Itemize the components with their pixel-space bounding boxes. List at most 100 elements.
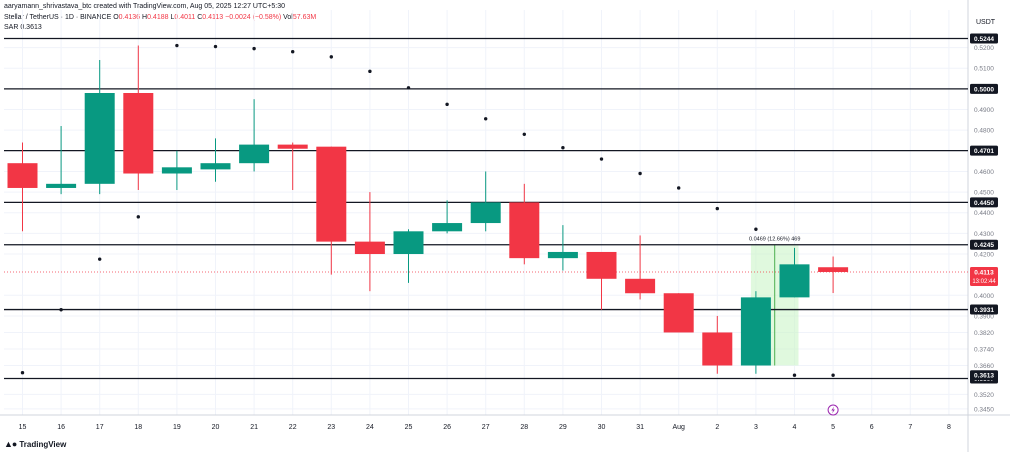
price-tick-label: 0.3450	[974, 406, 994, 413]
lightning-icon-glyph	[831, 406, 835, 414]
candle-bearish	[663, 293, 694, 333]
change-value: −0.0024 (−0.58%)	[225, 14, 282, 21]
sar-dot	[638, 171, 642, 176]
sar-dot	[368, 69, 372, 74]
price-unit-label[interactable]: USDT	[976, 19, 996, 26]
sar-dot	[522, 132, 526, 136]
sar-dot	[599, 157, 604, 161]
time-tick-label: 4	[793, 424, 797, 431]
open-value: 0.4136	[118, 14, 141, 21]
level-price-tag-bg	[970, 33, 998, 44]
sar-dot	[59, 308, 63, 312]
time-tick-label: 27	[482, 424, 490, 431]
price-tick-label: 0.3660	[974, 363, 994, 370]
level-price-tag: 0.4245	[974, 242, 994, 249]
price-tick-label: 0.4500	[974, 190, 994, 197]
price-tick-label: 0.3820	[974, 330, 994, 337]
candle-bearish	[316, 146, 347, 242]
candle-bullish	[740, 297, 771, 366]
volume-label: Vol	[283, 14, 293, 21]
low-value: 0.4011	[174, 14, 196, 21]
candle-bearish	[702, 332, 733, 366]
level-price-tag: 0.4701	[974, 148, 994, 155]
candle-bullish	[779, 264, 810, 298]
time-tick-label: Aug	[672, 424, 685, 431]
sar-dot	[136, 215, 140, 219]
volume-value: 57.63M	[292, 14, 317, 21]
current-price-tag-bg	[970, 266, 998, 286]
candle-bullish	[393, 231, 424, 255]
symbol-ohlc-line: Stellar / TetherUS · 1D · BINANCE O0.413…	[4, 14, 316, 21]
price-tick-label: 0.4900	[974, 107, 994, 114]
sar-price-tag: 0.3613	[974, 373, 994, 380]
sar-dot	[213, 44, 218, 49]
level-price-tag: 0.5244	[974, 36, 994, 43]
time-tick-label: 26	[443, 424, 451, 431]
level-price-tag-bg	[970, 145, 998, 156]
tradingview-logo[interactable]: ▲● TradingView	[4, 439, 66, 449]
candle-bullish	[161, 167, 192, 174]
sar-price-tag-bg	[970, 370, 998, 381]
high-value: 0.4188	[147, 14, 169, 21]
time-tick-label: 7	[908, 424, 912, 431]
sar-dot	[792, 373, 797, 377]
candle-bullish	[432, 223, 463, 232]
sar-dot	[715, 206, 719, 211]
open-label: O	[113, 14, 119, 21]
level-price-tag: 0.3931	[974, 307, 994, 314]
time-tick-label: 23	[327, 424, 335, 431]
level-price-tag: 0.5000	[974, 86, 994, 93]
sar-dot	[252, 46, 256, 51]
price-tick-label: 0.5100	[974, 66, 994, 73]
candle-bullish	[470, 202, 501, 224]
tradingview-logo-text: TradingView	[19, 439, 67, 449]
sar-dot	[754, 227, 758, 231]
low-label: L	[170, 14, 175, 21]
time-tick-label: 18	[134, 424, 142, 431]
candle-bearish	[625, 278, 656, 294]
time-tick-label: 21	[250, 424, 258, 431]
level-price-tag-bg	[970, 239, 998, 250]
sar-dot	[98, 257, 102, 261]
high-label: H	[142, 14, 148, 21]
candle-bearish	[277, 144, 308, 149]
price-tick-label: 0.3900	[974, 313, 994, 320]
symbol-name[interactable]: Stellar / TetherUS · 1D · BINANCE	[4, 14, 112, 21]
candle-bearish	[586, 251, 617, 279]
tradingview-logo-icon: ▲●	[4, 439, 17, 449]
level-price-tag-bg	[970, 197, 998, 208]
candle-bearish	[354, 241, 385, 255]
candle-bullish	[547, 251, 578, 259]
candle-bullish	[239, 144, 270, 164]
time-tick-label: 29	[559, 424, 567, 431]
price-tick-label: 0.5200	[974, 45, 994, 52]
time-tick-label: 30	[598, 424, 606, 431]
price-tick-label: 0.4000	[974, 293, 994, 300]
sar-dot	[561, 146, 565, 150]
time-tick-label: 15	[19, 424, 27, 431]
time-tick-label: 3	[754, 424, 758, 431]
time-tick-label: 31	[636, 424, 644, 431]
sar-dot	[329, 55, 333, 59]
price-tick-label: 0.4200	[974, 252, 994, 259]
measure-range-label: 0.0469 (12.66%) 469	[749, 237, 800, 243]
current-price-tag: 0.4113	[974, 269, 994, 276]
sar-dot	[291, 50, 295, 54]
sar-dot	[175, 43, 179, 48]
time-tick-label: 2	[715, 424, 719, 431]
candle-bullish	[84, 92, 115, 184]
time-tick-label: 28	[520, 424, 528, 431]
price-tick-label: 0.4300	[974, 231, 994, 238]
time-tick-label: 25	[405, 424, 413, 431]
author-line: aaryamann_shrivastava_btc created with T…	[4, 3, 286, 10]
time-tick-label: 16	[57, 424, 65, 431]
sar-dot	[677, 186, 681, 190]
time-tick-label: 19	[173, 424, 181, 431]
time-tick-label: 5	[831, 424, 835, 431]
level-price-tag-bg	[970, 304, 998, 315]
close-label: C	[197, 14, 203, 21]
close-value: 0.4113	[202, 14, 224, 21]
sar-dot	[20, 371, 25, 375]
price-tick-label: 0.4800	[974, 128, 994, 135]
